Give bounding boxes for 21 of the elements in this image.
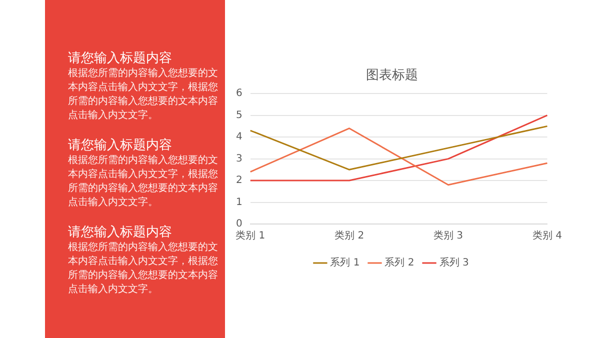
text: 根据您所需的内容输入您想要的文本内容点击输入内文文字，根据您所需的内容输入您想要的文本内容点击输入内文文字。	[68, 154, 218, 210]
y-tick-label: 3	[236, 153, 242, 164]
chart-title: 图表标题	[366, 68, 418, 84]
text: 请您输入标题内容	[68, 224, 173, 241]
legend-label: 系列 3	[439, 256, 469, 269]
legend-label: 系列 1	[330, 256, 360, 269]
text: 根据您所需的内容输入您想要的文本内容点击输入内文文字，根据您所需的内容输入您想要的文本内容点击输入内文文字。	[68, 241, 218, 297]
text: 请您输入标题内容	[68, 137, 173, 154]
x-tick-label: 类别 2	[334, 230, 364, 242]
y-tick-label: 6	[236, 88, 242, 100]
text: 请您输入标题内容	[68, 50, 173, 67]
y-tick-label: 2	[236, 175, 242, 186]
y-tick-label: 0	[236, 218, 242, 230]
legend-label: 系列 2	[384, 256, 414, 269]
y-tick-label: 4	[236, 132, 242, 143]
x-tick-label: 类别 3	[434, 230, 464, 242]
y-tick-label: 5	[236, 110, 242, 121]
x-tick-label: 类别 4	[532, 230, 562, 242]
text: 根据您所需的内容输入您想要的文本内容点击输入内文文字，根据您所需的内容输入您想要的文本内容点击输入内文文字。	[68, 67, 218, 123]
x-tick-label: 类别 1	[236, 230, 266, 242]
y-tick-label: 1	[236, 196, 242, 208]
